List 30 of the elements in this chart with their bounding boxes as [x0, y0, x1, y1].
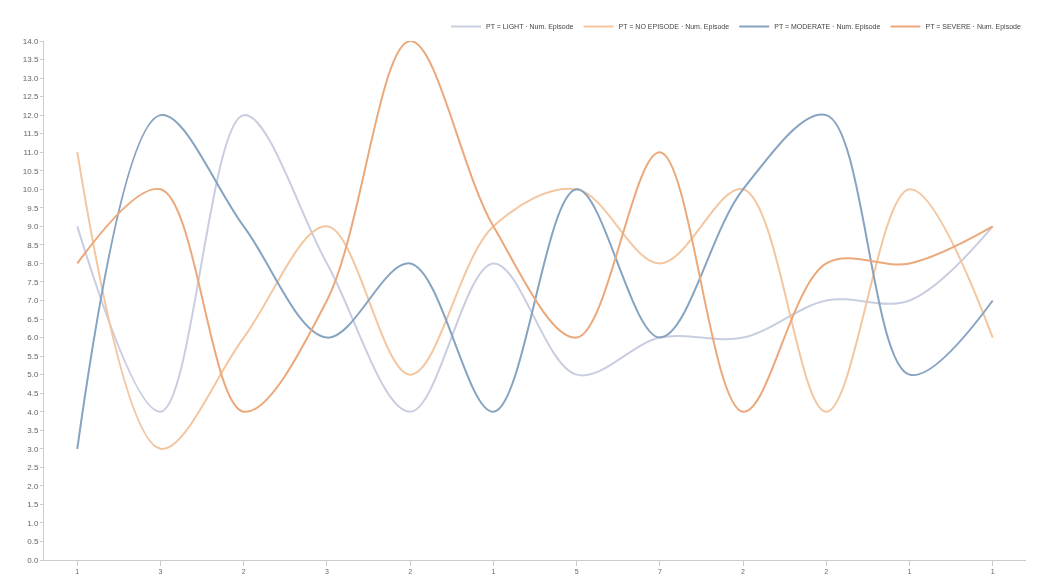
y-tick-label: 14.0	[22, 36, 39, 46]
y-tick-label: 0.0	[27, 555, 39, 565]
y-tick-label: 2.5	[27, 463, 39, 473]
y-tick-label: 9.0	[27, 222, 39, 232]
line-series	[76, 41, 994, 413]
y-tick-label: 3.0	[27, 444, 39, 454]
y-tick-label: 0.5	[27, 537, 39, 547]
y-tick-label: 13.5	[22, 55, 39, 65]
y-tick-label: 10.0	[22, 185, 39, 195]
y-tick-label: 1.5	[27, 500, 39, 510]
y-tick-label: 5.5	[27, 351, 39, 361]
y-tick-label: 11.5	[23, 129, 39, 139]
y-tick-label: 2.0	[27, 481, 39, 491]
y-tick-label: 7.5	[27, 277, 39, 287]
y-tick-label: 11.0	[23, 148, 39, 158]
y-tick-label: 6.5	[27, 314, 39, 324]
y-tick-label: 12.5	[22, 92, 39, 102]
y-tick-label: 3.5	[27, 426, 39, 436]
y-tick-label: 4.5	[27, 388, 39, 398]
y-tick-label: 1.0	[27, 518, 39, 528]
y-tick-label: 5.0	[27, 370, 39, 380]
y-tick-label: 8.0	[27, 259, 39, 269]
y-tick-label: 8.5	[27, 240, 39, 250]
y-tick-label: 10.5	[22, 166, 39, 176]
y-tick-label: 7.0	[27, 296, 39, 306]
y-tick-label: 12.0	[22, 110, 39, 120]
y-tick-label: 6.0	[27, 333, 39, 343]
y-tick-label: 9.5	[27, 203, 39, 213]
y-tick-label: 13.0	[22, 73, 39, 83]
y-tick-label: 4.0	[27, 407, 39, 417]
